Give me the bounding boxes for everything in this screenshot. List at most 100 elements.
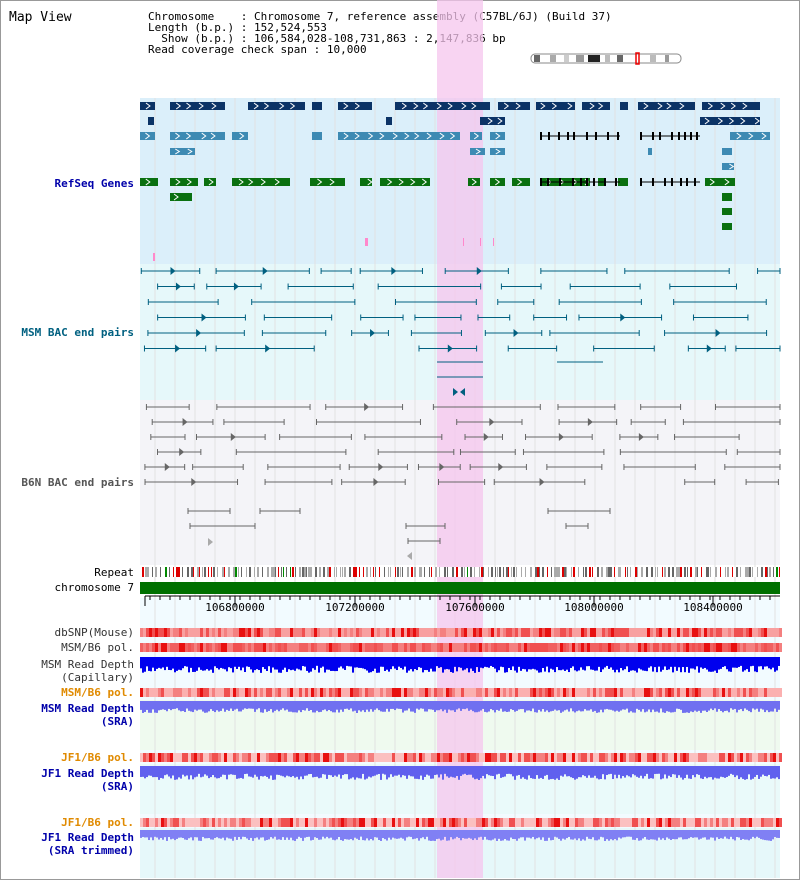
repeat-element [281,567,282,577]
read-depth-bar [196,766,198,777]
polymorphism-cell [539,753,542,762]
polymorphism-cell [212,753,215,762]
read-depth-bar [234,701,236,710]
read-depth-bar [350,766,352,779]
read-depth-bar [640,830,642,841]
track-label-msm-bac[interactable]: MSM BAC end pairs [21,326,134,339]
read-depth-bar [190,657,192,668]
read-depth-bar [732,701,734,710]
msm-bac-pair-arrow [620,313,626,322]
polymorphism-cell [737,643,740,652]
read-depth-bar [384,701,386,712]
polymorphism-cell [644,688,647,697]
read-depth-bar [576,701,578,712]
refseq-gene [722,223,732,230]
polymorphism-cell [698,818,701,827]
polymorphism-cell [710,628,713,637]
polymorphism-cell [686,753,689,762]
coverage-value: 10,000 [326,43,367,56]
repeat-element [495,567,496,577]
polymorphism-cell [296,628,299,637]
polymorphism-cell [638,818,641,827]
read-depth-bar [178,830,180,838]
polymorphism-cell [464,628,467,637]
read-depth-bar [194,766,196,778]
strand-arrow [450,132,456,140]
polymorphism-cell [188,628,191,637]
track-label-b6n-bac[interactable]: B6N BAC end pairs [21,476,134,489]
read-depth-bar [694,657,696,670]
polymorphism-cell [677,628,680,637]
read-depth-bar [388,657,390,672]
ruler-tick-label: 107200000 [325,601,385,614]
polymorphism-cell [230,628,233,637]
read-depth-bar [162,657,164,668]
read-depth-bar [368,766,370,777]
read-depth-bar [650,766,652,779]
read-depth-bar [540,766,542,778]
polymorphism-cell [164,643,167,652]
read-depth-bar [276,657,278,670]
read-depth-bar [264,766,266,776]
polymorphism-cell [740,818,743,827]
read-depth-bar [634,657,636,671]
read-depth-bar [612,657,614,670]
polymorphism-cell [569,688,572,697]
polymorphism-cell [497,753,500,762]
repeat-element [562,567,564,577]
b6n-bac-pair-arrow [164,463,170,471]
read-depth-bar [378,830,380,840]
read-depth-bar [670,657,672,667]
polymorphism-cell [773,643,776,652]
polymorphism-cell [359,688,362,697]
polymorphism-cell [233,818,236,827]
polymorphism-cell [506,643,509,652]
read-depth-bar [454,766,456,778]
strand-arrow [186,132,192,140]
read-depth-bar [246,701,248,709]
read-depth-bar [242,766,244,779]
polymorphism-cell [659,818,662,827]
read-depth-bar [340,766,342,779]
read-depth-bar [334,657,336,672]
read-depth-bar [434,701,436,712]
polymorphism-cell [317,818,320,827]
read-depth-bar [700,830,702,839]
read-depth-bar [596,830,598,841]
polymorphism-cell [461,753,464,762]
track-label-jf1-b6-pol-1: JF1/B6 pol. [61,751,134,764]
polymorphism-cell [224,688,227,697]
read-depth-bar [574,657,576,671]
read-depth-bar [668,701,670,712]
read-depth-bar [176,657,178,671]
read-depth-bar [574,766,576,780]
msm-bac-pair-arrow [447,344,453,353]
polymorphism-cell [164,628,167,637]
read-depth-bar [282,766,284,777]
polymorphism-cell [737,818,740,827]
read-depth-bar [382,830,384,839]
read-depth-bar [204,657,206,671]
read-depth-bar [254,701,256,712]
msm-bac-pair-arrow [196,329,202,337]
polymorphism-cell [746,688,749,697]
polymorphism-cell [479,818,482,827]
gene-exon [607,132,609,140]
read-depth-bar [306,657,308,671]
track-label-refseq[interactable]: RefSeq Genes [54,177,134,190]
polymorphism-cell [449,818,452,827]
strand-arrow [736,132,742,140]
read-depth-bar [374,701,376,710]
read-depth-bar [544,657,546,672]
chromosome-ideogram[interactable] [530,52,685,66]
read-depth-bar [154,830,156,837]
read-depth-bar [742,766,744,779]
read-depth-bar [144,701,146,712]
polymorphism-cell [239,818,242,827]
polymorphism-cell [446,643,449,652]
polymorphism-cell [545,753,548,762]
read-depth-bar [504,657,506,673]
read-depth-bar [188,701,190,711]
polymorphism-cell [365,818,368,827]
